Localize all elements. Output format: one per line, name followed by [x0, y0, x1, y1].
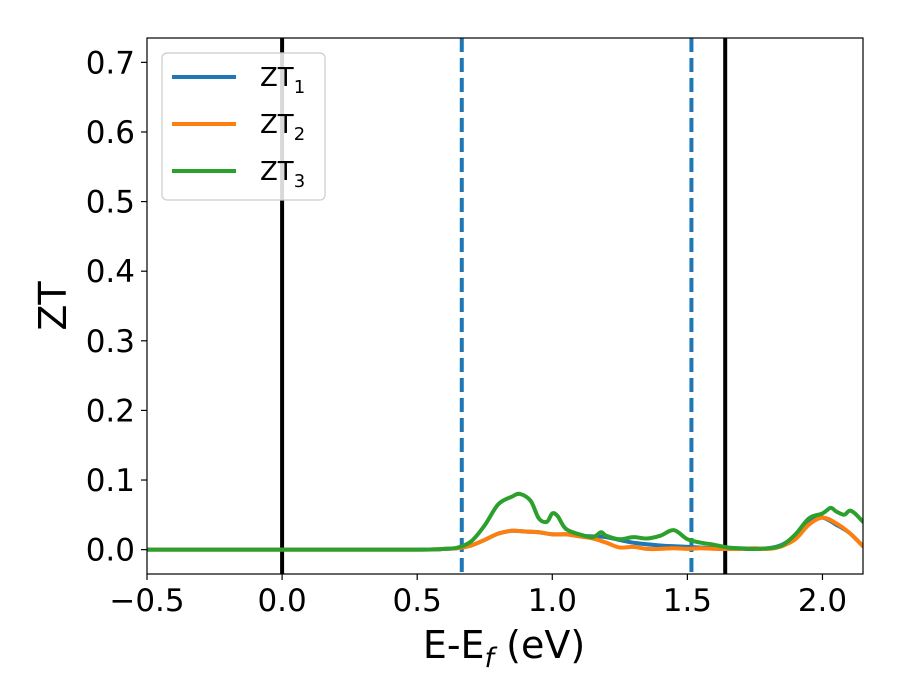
reference-lines: [280, 38, 728, 574]
legend-frame: [161, 52, 326, 201]
series-lines: [147, 491, 863, 552]
y-axis-label: ZT: [31, 281, 75, 331]
y-axis-ticks: 0.0 0.1 0.2 0.3 0.4 0.5 0.6 0.7: [86, 45, 147, 569]
series-line-zt3: [147, 491, 863, 552]
legend: ZT1 ZT2 ZT3: [161, 52, 326, 201]
series-line-zt2: [147, 515, 863, 552]
y-tick-label: 0.6: [86, 115, 135, 151]
legend-label-zt1: ZT1: [260, 63, 305, 98]
y-tick-label: 0.2: [86, 393, 135, 429]
x-tick-label: 1.5: [663, 583, 712, 619]
legend-label-zt2: ZT2: [260, 110, 305, 145]
y-tick-label: 0.4: [86, 254, 135, 290]
y-tick-label: 0.0: [86, 533, 135, 569]
x-tick-label: 2.0: [798, 583, 847, 619]
x-axis-label: E-Ef (eV): [423, 623, 585, 674]
x-tick-label: 0.0: [257, 583, 306, 619]
plot-area-frame: [146, 37, 864, 575]
y-tick-label: 0.1: [86, 463, 135, 499]
x-axis-label-suffix: (eV): [494, 623, 585, 667]
y-tick-label: 0.3: [86, 324, 135, 360]
legend-label-zt3: ZT3: [260, 157, 305, 192]
y-tick-label: 0.5: [86, 185, 135, 221]
x-tick-label: −0.5: [109, 583, 184, 619]
y-tick-label: 0.7: [86, 45, 135, 81]
x-tick-label: 1.0: [528, 583, 577, 619]
x-tick-label: 0.5: [393, 583, 442, 619]
x-axis-ticks: −0.5 0.0 0.5 1.0 1.5 2.0: [109, 574, 847, 619]
